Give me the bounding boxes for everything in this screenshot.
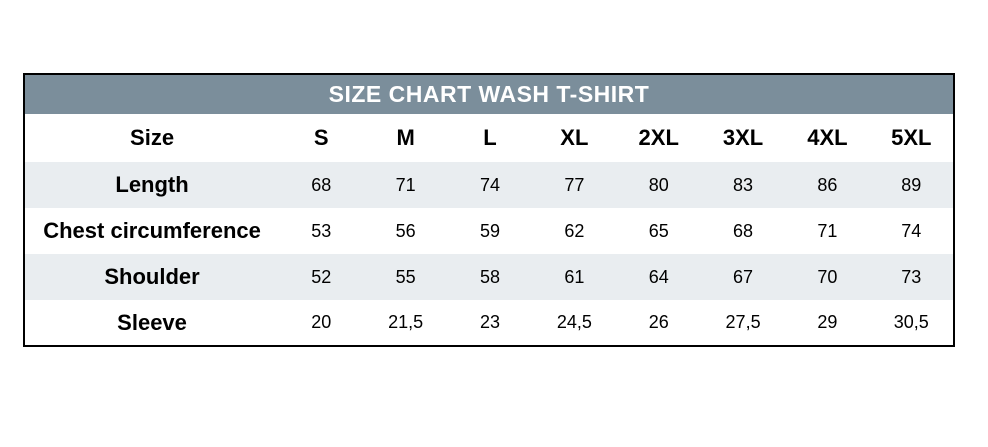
- row-label: Shoulder: [104, 264, 200, 289]
- table-title: SIZE CHART WASH T-SHIRT: [24, 74, 954, 114]
- value-cell: 64: [648, 266, 669, 287]
- table-row-sleeve: Sleeve 20 21,5 23 24,5 26 27,5 29 30,5: [24, 300, 954, 346]
- value-cell: 52: [311, 266, 332, 287]
- value-cell: 24,5: [556, 312, 592, 332]
- header-cell-m: M: [363, 114, 448, 162]
- value-cell: 74: [479, 174, 500, 195]
- value-cell: 58: [479, 266, 500, 287]
- header-cell-s: S: [279, 114, 364, 162]
- value-cell: 86: [817, 174, 838, 195]
- value-cell: 68: [733, 220, 754, 241]
- value-cell: 61: [564, 266, 585, 287]
- table-body: Length 68 71 74 77 80 83 86 89 Chest circumferenc…: [24, 162, 954, 346]
- value-cell: 27,5: [725, 312, 761, 332]
- row-label: Length: [115, 172, 189, 197]
- value-cell: 65: [648, 220, 669, 241]
- value-cell: 62: [564, 220, 585, 241]
- header-cell-l: L: [447, 114, 533, 162]
- value-cell: 83: [733, 174, 754, 195]
- value-cell: 59: [479, 220, 500, 241]
- header-cell-4xl: 4XL: [785, 114, 870, 162]
- table-row-chest-circumference: Chest circumference 53 56 59 62 65 68 71 74: [24, 208, 954, 254]
- value-cell: 55: [395, 266, 416, 287]
- row-label: Sleeve: [117, 309, 187, 335]
- value-cell: 26: [648, 312, 669, 332]
- header-cell-xl: XL: [532, 114, 617, 162]
- value-cell: 89: [901, 174, 922, 195]
- value-cell: 30,5: [893, 312, 929, 332]
- value-cell: 80: [648, 174, 669, 195]
- value-cell: 67: [733, 266, 754, 287]
- value-cell: 71: [395, 174, 416, 195]
- title-row: SIZE CHART WASH T-SHIRT: [24, 74, 954, 114]
- value-cell: 68: [311, 174, 332, 195]
- value-cell: 73: [901, 266, 922, 287]
- value-cell: 71: [817, 220, 838, 241]
- row-label: Chest circumference: [43, 218, 261, 243]
- value-cell: 70: [817, 266, 838, 287]
- value-cell: 77: [564, 174, 585, 195]
- table-row-shoulder: Shoulder 52 55 58 61 64 67 70 73: [24, 254, 954, 300]
- value-cell: 56: [395, 220, 416, 241]
- value-cell: 53: [311, 220, 332, 241]
- value-cell: 74: [901, 220, 922, 241]
- header-cell-5xl: 5XL: [869, 114, 954, 162]
- size-chart-table: SIZE CHART WASH T-SHIRT Size S M L XL 2XL 3XL 4…: [23, 73, 955, 347]
- value-cell: 20: [311, 312, 332, 332]
- header-cell-size-label: Size: [24, 114, 280, 162]
- value-cell: 21,5: [388, 312, 424, 332]
- header-cell-3xl: 3XL: [700, 114, 786, 162]
- value-cell: 29: [817, 312, 838, 332]
- table-row-length: Length 68 71 74 77 80 83 86 89: [24, 162, 954, 208]
- value-cell: 23: [479, 312, 500, 332]
- header-cell-2xl: 2XL: [616, 114, 701, 162]
- header-row: Size S M L XL 2XL 3XL 4XL 5XL: [24, 114, 954, 162]
